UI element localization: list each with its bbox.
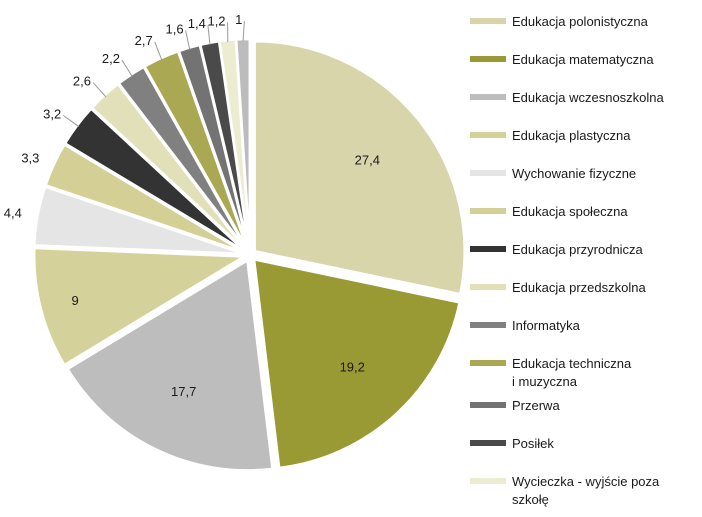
data-label: 2,2 xyxy=(102,51,120,66)
legend-label: Edukacja przedszkolna xyxy=(512,280,646,295)
data-label: 1,2 xyxy=(207,13,225,28)
pie-slice xyxy=(252,257,462,470)
legend-label: Wycieczka - wyjście poza xyxy=(512,474,660,489)
legend-label: Wychowanie fizyczne xyxy=(512,166,636,181)
data-label: 1,4 xyxy=(188,16,206,31)
data-label: 4,4 xyxy=(4,206,22,221)
legend-swatch xyxy=(470,94,506,100)
legend-label: szkołę xyxy=(512,492,549,507)
data-label: 27,4 xyxy=(355,153,380,168)
data-label: 1,6 xyxy=(165,22,183,37)
data-label: 17,7 xyxy=(171,384,196,399)
legend-label: Edukacja polonistyczna xyxy=(512,14,649,29)
legend-label: Edukacja przyrodnicza xyxy=(512,242,644,257)
legend-label: Informatyka xyxy=(512,318,581,333)
legend-swatch xyxy=(470,284,506,290)
data-label: 19,2 xyxy=(340,359,365,374)
leader-line xyxy=(242,21,245,42)
legend-swatch xyxy=(470,322,506,328)
leader-line xyxy=(154,41,163,61)
legend-label: Edukacja plastyczna xyxy=(512,128,631,143)
leader-line xyxy=(92,82,107,98)
legend-swatch xyxy=(470,56,506,62)
data-labels: 27,4 19,2 17,7 9 4,4 3,3 3,2 2,6 2,2 2,7 1,6 1,4 1,2… xyxy=(4,12,380,399)
data-label: 9 xyxy=(71,293,78,308)
legend-swatch xyxy=(470,132,506,138)
legend-swatch xyxy=(470,208,506,214)
pie-slices xyxy=(32,37,466,472)
legend-label: i muzyczna xyxy=(512,374,578,389)
legend-swatch xyxy=(470,478,506,484)
legend-swatch xyxy=(470,360,506,366)
legend-swatch xyxy=(470,246,506,252)
legend-swatch xyxy=(470,170,506,176)
data-label: 2,7 xyxy=(135,33,153,48)
data-label: 1 xyxy=(235,12,242,27)
leader-line xyxy=(121,59,133,77)
data-label: 2,6 xyxy=(73,74,91,89)
data-label: 3,3 xyxy=(21,151,39,166)
pie-slice xyxy=(253,39,466,296)
leader-line xyxy=(185,30,191,50)
pie-slice xyxy=(32,185,245,256)
pie-slice xyxy=(65,258,274,472)
leader-line xyxy=(62,114,80,127)
legend-label: Przerwa xyxy=(512,398,560,413)
legend-swatch xyxy=(470,402,506,408)
legend-swatch xyxy=(470,440,506,446)
legend-label: Edukacja społeczna xyxy=(512,204,628,219)
leader-line xyxy=(207,25,211,45)
pie-slice xyxy=(32,246,249,367)
legend-label: Edukacja wczesnoszkolna xyxy=(512,90,665,105)
legend-label: Edukacja techniczna xyxy=(512,356,632,371)
data-label: 3,2 xyxy=(43,106,61,121)
legend-label: Edukacja matematyczna xyxy=(512,52,654,67)
leader-lines xyxy=(62,21,245,127)
pie-slice xyxy=(44,142,246,254)
legend-label: Posiłek xyxy=(512,436,554,451)
legend: Edukacja polonistyczna Edukacja matematyc… xyxy=(470,14,665,507)
legend-swatch xyxy=(470,18,506,24)
